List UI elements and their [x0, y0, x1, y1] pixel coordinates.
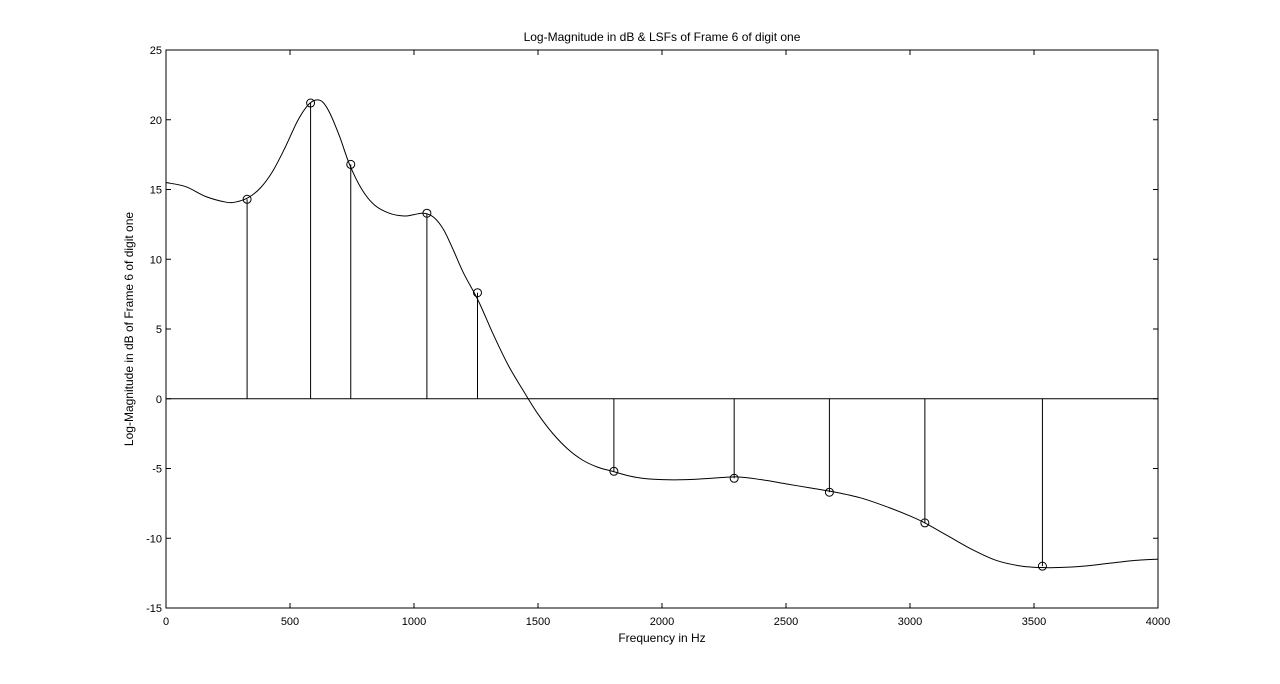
x-tick-label: 3500	[1022, 616, 1046, 628]
lsf-stem-marker	[609, 466, 619, 476]
x-axis-label: Frequency in Hz	[618, 631, 705, 645]
chart-title: Log-Magnitude in dB & LSFs of Frame 6 of…	[524, 30, 801, 44]
log-magnitude-curve	[165, 99, 1159, 569]
y-tick-label: 10	[150, 254, 162, 266]
lsf-stem-marker	[472, 288, 482, 298]
x-tick-label: 0	[163, 616, 169, 628]
lsf-stem-marker	[242, 194, 252, 204]
x-tick-label: 4000	[1146, 616, 1170, 628]
x-tick-label: 1000	[402, 616, 426, 628]
lsf-stem-marker	[1037, 561, 1047, 571]
plot-area	[166, 50, 1158, 608]
y-tick-label: -10	[146, 533, 162, 545]
lsf-stems	[242, 98, 1047, 571]
lsf-stem-marker	[729, 473, 739, 483]
y-axis-label: Log-Magnitude in dB of Frame 6 of digit …	[122, 212, 136, 446]
lsf-stem-marker	[920, 518, 930, 528]
y-tick-label: 25	[150, 45, 162, 57]
x-tick-label: 2500	[774, 616, 798, 628]
x-tick-label: 500	[281, 616, 299, 628]
x-tick-label: 3000	[898, 616, 922, 628]
y-tick-label: -5	[152, 464, 162, 476]
y-tick-label: 15	[150, 185, 162, 197]
plot-frame	[165, 49, 1159, 609]
y-tick-label: -15	[146, 603, 162, 615]
axis-ticks: 0 500 1000 1500 2000 2500 3000 3500 4000 -15 -10 -5…	[146, 45, 1170, 628]
y-tick-label: 5	[156, 324, 162, 336]
y-tick-label: 20	[150, 115, 162, 127]
x-tick-label: 1500	[526, 616, 550, 628]
x-tick-label: 2000	[650, 616, 674, 628]
y-tick-label: 0	[156, 394, 162, 406]
lsf-stem-marker	[306, 98, 316, 108]
